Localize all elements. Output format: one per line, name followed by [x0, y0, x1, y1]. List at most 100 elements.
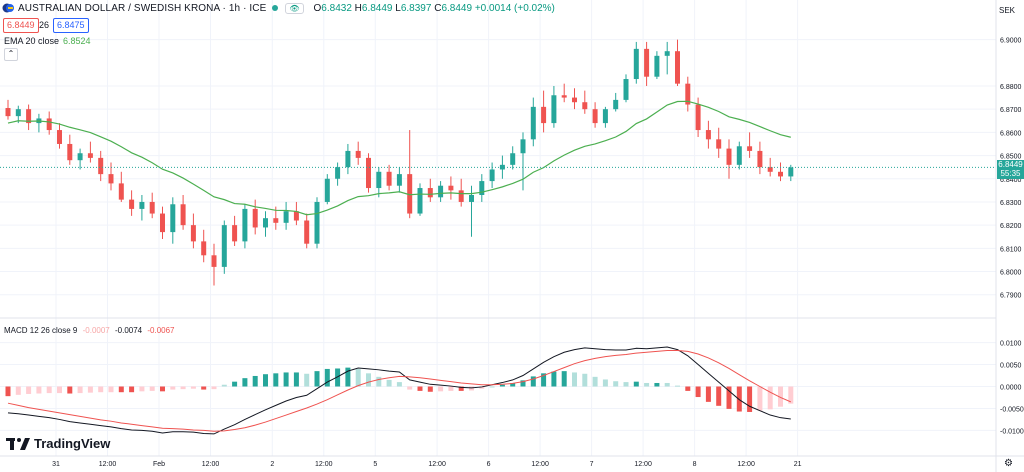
macd-histogram-bar — [5, 386, 11, 397]
macd-histogram-bar — [139, 386, 145, 392]
macd-histogram-bar — [129, 386, 135, 393]
macd-histogram-bar — [448, 386, 454, 391]
time-tick-label: 12:00 — [634, 461, 652, 468]
macd-hist-value: -0.0007 — [82, 326, 110, 335]
macd-histogram-bar — [221, 384, 227, 387]
eye-icon[interactable]: 👁 — [285, 2, 304, 14]
candle-body — [57, 130, 62, 144]
macd-histogram-bar — [427, 386, 433, 392]
candle-body — [366, 157, 371, 189]
macd-histogram-bar — [396, 382, 402, 387]
candle-body — [26, 109, 32, 124]
macd-signal-value: -0.0067 — [147, 326, 175, 335]
candle-body — [160, 213, 165, 233]
candle-body — [716, 139, 722, 149]
macd-histogram-bar — [685, 386, 691, 391]
symbol-title[interactable]: AUSTRALIAN DOLLAR / SWEDISH KRONA · 1h ·… — [18, 2, 267, 14]
macd-histogram-bar — [499, 384, 505, 387]
macd-histogram-bar — [108, 386, 114, 393]
candle-body — [530, 106, 536, 140]
macd-histogram-bar — [726, 386, 732, 409]
candle-body — [314, 201, 320, 244]
price-tick-label: 6.8600 — [1000, 130, 1022, 137]
last-price-label: 6.8449 55:35 — [997, 160, 1024, 179]
macd-histogram-bar — [118, 386, 124, 393]
macd-histogram-bar — [767, 386, 773, 410]
macd-legend[interactable]: MACD 12 26 close 9 -0.0007 -0.0074 -0.00… — [4, 326, 175, 335]
macd-histogram-bar — [788, 386, 794, 404]
candle-body — [778, 171, 783, 177]
candle-body — [541, 106, 547, 124]
time-tick-label: 12:00 — [202, 461, 220, 468]
macd-histogram-bar — [654, 382, 660, 387]
candle-body — [252, 208, 258, 228]
macd-histogram-bar — [551, 371, 557, 387]
candle-body — [324, 178, 330, 202]
macd-histogram-bar — [87, 386, 93, 393]
macd-histogram-bar — [252, 375, 258, 387]
buy-button[interactable]: 6.8475 — [53, 18, 89, 33]
candle-body — [293, 211, 299, 221]
candle-body — [118, 183, 124, 200]
macd-histogram-bar — [201, 386, 207, 390]
macd-histogram-bar — [376, 376, 382, 387]
price-tick-label: 6.8100 — [1000, 246, 1022, 253]
time-tick-label: 7 — [590, 461, 594, 468]
candle-body — [211, 255, 217, 267]
candle-body — [592, 109, 598, 124]
candle-body — [98, 157, 104, 175]
candle-body — [427, 188, 433, 198]
macd-histogram-bar — [675, 385, 680, 387]
time-tick-label: 8 — [693, 461, 697, 468]
time-tick-label: 2 — [270, 461, 274, 468]
sell-button[interactable]: 6.8449 — [3, 18, 39, 33]
settings-gear-icon[interactable]: ⚙ — [1004, 458, 1013, 469]
candle-body — [664, 51, 670, 56]
candle-body — [510, 153, 516, 165]
candle-body — [499, 164, 505, 170]
collapse-icon[interactable]: ⌃ — [4, 48, 18, 61]
candle-body — [170, 204, 176, 233]
macd-tick-label: 0.0000 — [1000, 385, 1022, 392]
macd-tick-label: 0.0100 — [1000, 341, 1022, 348]
macd-histogram-bar — [314, 371, 320, 387]
macd-histogram-bar — [664, 382, 670, 387]
macd-histogram-bar — [469, 386, 474, 391]
macd-histogram-bar — [613, 381, 619, 387]
macd-histogram-bar — [355, 368, 361, 387]
candle-body — [396, 174, 402, 186]
macd-histogram-bar — [695, 386, 701, 398]
macd-histogram-bar — [36, 386, 42, 394]
macd-histogram-bar — [180, 386, 186, 390]
macd-histogram-bar — [304, 373, 310, 387]
macd-histogram-bar — [242, 378, 248, 387]
time-tick-label: 12:00 — [737, 461, 755, 468]
candle-body — [345, 150, 351, 168]
tradingview-logo[interactable]: TradingView — [6, 436, 110, 451]
last-price-value: 6.8449 — [998, 160, 1023, 169]
candle-body — [448, 185, 454, 191]
time-tick-label: 5 — [373, 461, 377, 468]
quantity-field[interactable]: 26 — [39, 20, 50, 30]
macd-histogram-bar — [438, 386, 444, 392]
candle-body — [180, 204, 186, 226]
candle-body — [77, 153, 83, 161]
time-tick-label: 12:00 — [428, 461, 446, 468]
candle-body — [355, 150, 361, 158]
candle-body — [582, 102, 588, 110]
ema-legend[interactable]: EMA 20 close 6.8524 — [4, 36, 91, 46]
macd-histogram-bar — [705, 386, 711, 402]
ohlc-values: O6.8432 H6.8449 L6.8397 C6.8449 +0.0014 … — [313, 2, 555, 14]
time-tick-label: 31 — [52, 461, 60, 468]
macd-histogram-bar — [170, 386, 176, 390]
price-tick-label: 6.8800 — [1000, 84, 1022, 91]
currency-label[interactable]: SEK — [999, 6, 1016, 15]
macd-histogram-bar — [623, 382, 629, 387]
macd-histogram-bar — [757, 386, 763, 411]
macd-histogram-bar — [479, 386, 485, 389]
candle-body — [87, 153, 93, 158]
macd-histogram-bar — [386, 379, 392, 387]
macd-tick-label: 0.0050 — [1000, 363, 1022, 370]
macd-histogram-bar — [582, 373, 588, 387]
